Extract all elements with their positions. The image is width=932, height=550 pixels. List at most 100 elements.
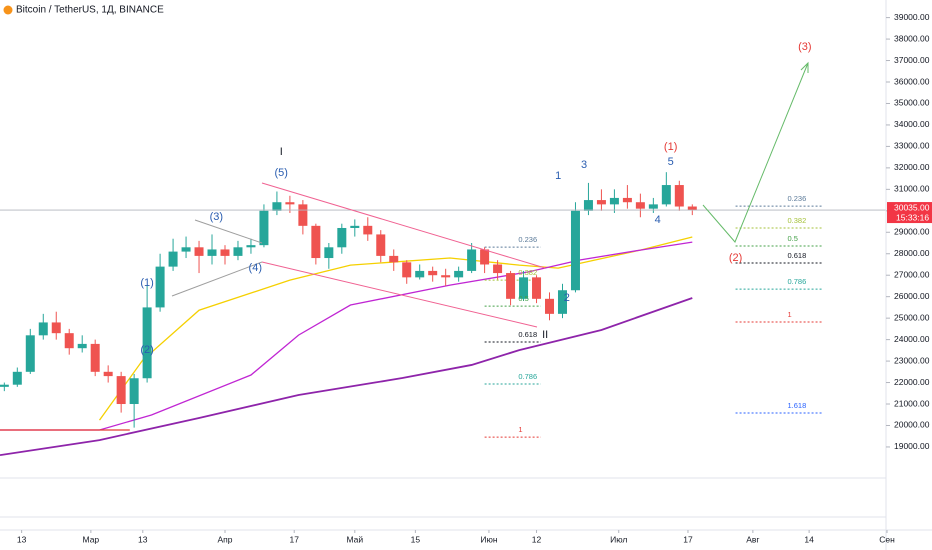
candle-body — [467, 249, 477, 271]
candle-body — [661, 185, 671, 205]
candle-body — [233, 247, 243, 256]
wave-label: I — [280, 146, 283, 158]
fib-label: 0.5 — [787, 234, 797, 243]
moving-average — [98, 236, 693, 421]
wave-label: (3) — [210, 211, 223, 223]
candle-body — [363, 225, 373, 235]
x-tick-label: Апр — [217, 534, 232, 544]
candle-body — [129, 378, 139, 405]
x-tick-label: 17 — [683, 534, 693, 544]
x-tick-label: Май — [346, 534, 363, 544]
countdown-label: 15:33:16 — [896, 212, 929, 222]
x-tick-label: Июл — [610, 534, 627, 544]
candle-body — [389, 255, 399, 263]
candle-body — [622, 197, 632, 203]
fib-label: 0.786 — [518, 372, 537, 381]
projection-path — [702, 62, 809, 243]
wave-label: 2 — [564, 292, 570, 304]
axes: 19000.00 20000.00 21000.00 22000.00 23000.00… — [17, 12, 932, 544]
candle-body — [116, 376, 126, 405]
x-tick-label: 13 — [138, 534, 148, 544]
candle-body — [155, 266, 165, 308]
candle-body — [90, 343, 100, 372]
last-price-label: 30035.00 — [894, 202, 930, 212]
candle-body — [402, 262, 412, 278]
y-tick-label: 21000.00 — [894, 398, 930, 408]
symbol-icon — [3, 5, 13, 15]
x-tick-label: Авг — [746, 534, 759, 544]
candle-body — [64, 333, 74, 349]
candle-body — [674, 185, 684, 207]
channel-line — [261, 182, 546, 269]
candle-body — [25, 335, 35, 372]
channel-line — [261, 261, 538, 328]
y-tick-label: 29000.00 — [894, 227, 930, 237]
y-tick-label: 24000.00 — [894, 334, 930, 344]
chart-title: Bitcoin / TetherUS, 1Д, BINANCE — [16, 5, 164, 16]
y-tick-label: 37000.00 — [894, 55, 930, 65]
candle-body — [0, 384, 9, 387]
wave-label: 3 — [581, 159, 587, 171]
wave-label: 5 — [668, 156, 674, 168]
candle-body — [337, 227, 347, 248]
moving-average — [0, 297, 693, 456]
fib-label: 1 — [787, 310, 791, 319]
fib-label: 0.236 — [787, 194, 806, 203]
y-tick-label: 28000.00 — [894, 248, 930, 258]
y-tick-label: 22000.00 — [894, 377, 930, 387]
x-tick-label: 15 — [411, 534, 421, 544]
candle-body — [532, 277, 542, 299]
candle-body — [519, 277, 529, 299]
candle-body — [142, 307, 152, 379]
x-tick-label: Мар — [83, 534, 100, 544]
candle-body — [220, 249, 230, 256]
candle-body — [259, 210, 269, 246]
candle-body — [246, 245, 256, 248]
candle-body — [428, 270, 438, 276]
candle-body — [493, 264, 503, 274]
y-tick-label: 36000.00 — [894, 76, 930, 86]
y-tick-label: 35000.00 — [894, 98, 930, 108]
wave-label: (3) — [798, 41, 811, 53]
plot — [0, 172, 886, 456]
candle-body — [648, 204, 658, 209]
candle-body — [272, 202, 282, 211]
candle-body — [77, 343, 87, 349]
candle-body — [285, 202, 295, 205]
candle-body — [298, 204, 308, 226]
x-tick-label: 17 — [289, 534, 299, 544]
labels: 0.236 0.382 0.5 0.618 0.786 1 0.236 0.382 0.5 0.6… — [140, 41, 811, 434]
fib-label: 0.786 — [787, 277, 806, 286]
wave-label: (2) — [729, 252, 742, 264]
triangle-line — [194, 219, 263, 244]
candle-body — [181, 247, 191, 252]
candle-body — [545, 298, 555, 314]
y-tick-label: 33000.00 — [894, 141, 930, 151]
x-tick-label: 13 — [17, 534, 27, 544]
wave-label: 4 — [655, 214, 661, 226]
x-tick-label: 12 — [532, 534, 542, 544]
wave-label: (2) — [140, 344, 153, 356]
fib-label: 0.382 — [787, 216, 806, 225]
wave-label: (1) — [140, 277, 153, 289]
drawings — [171, 61, 809, 328]
candle-body — [376, 234, 386, 256]
y-tick-label: 27000.00 — [894, 269, 930, 279]
candle-body — [557, 290, 567, 314]
fib-label: 1.618 — [787, 401, 806, 410]
x-tick-label: Сен — [879, 534, 895, 544]
y-tick-label: 25000.00 — [894, 312, 930, 322]
y-tick-label: 26000.00 — [894, 291, 930, 301]
fib-label: 0.5 — [518, 294, 528, 303]
x-tick-label: Июн — [480, 534, 497, 544]
x-tick-label: 14 — [804, 534, 814, 544]
wave-label: II — [542, 329, 548, 341]
y-tick-label: 20000.00 — [894, 420, 930, 430]
wave-label: (1) — [664, 141, 677, 153]
last-price-box — [887, 202, 932, 224]
candle-body — [570, 210, 580, 291]
candle-body — [168, 251, 178, 267]
candle-body — [687, 206, 697, 211]
